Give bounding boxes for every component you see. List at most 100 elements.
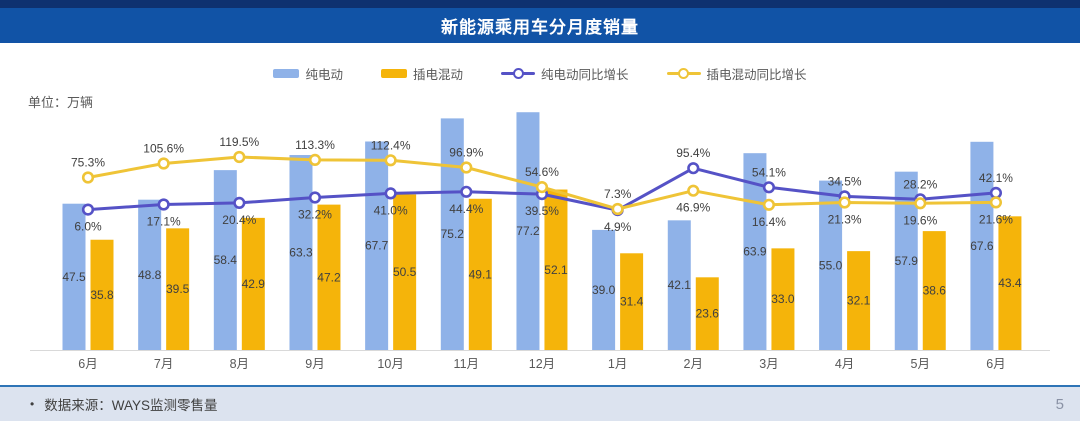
- phev-yoy-marker-icon: [233, 150, 246, 164]
- phev-bar-value-label: 38.6: [923, 284, 947, 298]
- phev-yoy-marker-icon: [308, 153, 322, 166]
- phev-yoy-marker-icon: [762, 198, 776, 211]
- phev-yoy-pct-label: 21.3%: [828, 213, 862, 227]
- phev-bar-value-label: 39.5: [166, 282, 190, 296]
- phev-yoy-labels: 75.3% 105.6% 119.5% 113.3% 112.4% 96.9% 54.6% 7…: [71, 135, 1013, 229]
- bev-bar-value-label: 55.0: [819, 258, 843, 272]
- bev-bar-value-label: 77.2: [516, 224, 540, 238]
- phev-bar-value-label: 33.0: [771, 292, 795, 306]
- bev-yoy-labels: 6.0% 17.1% 20.4% 32.2% 41.0% 44.4% 39.5% 4.9% 95…: [74, 146, 1013, 234]
- phev-bar-value-label: 32.1: [847, 294, 871, 308]
- bev-bars: 47.5 48.8 58.4 63.3 67.7 75.2 77.2 39.0 42.1 63.9…: [62, 112, 994, 350]
- bev-bar-value-label: 67.7: [365, 239, 389, 253]
- legend: 纯电动 插电混动 纯电动同比增长 插电混动同比增长: [0, 64, 1080, 82]
- phev-bar: [695, 277, 719, 350]
- phev-yoy-pct-label: 54.6%: [525, 165, 559, 179]
- bev-bar: [440, 118, 464, 350]
- legend-label: 纯电动同比增长: [541, 67, 629, 82]
- month-label: 9月: [305, 357, 324, 371]
- legend-bar-swatch-icon: [380, 68, 407, 78]
- phev-yoy-pct-label: 21.6%: [979, 212, 1013, 226]
- phev-bar: [241, 217, 265, 350]
- phev-bar-value-label: 42.9: [242, 277, 266, 291]
- phev-yoy-pct-label: 46.9%: [676, 201, 710, 215]
- bev-yoy-marker-icon: [989, 186, 1003, 199]
- footer: • 数据来源：WAYS监测零售量 5: [0, 385, 1080, 421]
- bev-yoy-pct-label: 39.5%: [525, 204, 559, 218]
- phev-yoy-marker-icon: [989, 196, 1003, 209]
- month-label: 6月: [986, 357, 1005, 371]
- bev-bar: [138, 199, 162, 350]
- title-banner: 新能源乘用车分月度销量: [0, 8, 1080, 43]
- bev-bar-value-label: 48.8: [138, 268, 162, 282]
- month-label: 2月: [684, 357, 703, 371]
- bev-bar: [516, 112, 540, 350]
- bev-yoy-pct-label: 28.2%: [903, 177, 937, 191]
- legend-item-4[interactable]: 插电混动同比增长: [666, 64, 807, 83]
- month-label: 1月: [608, 357, 627, 371]
- bev-bar-value-label: 58.4: [214, 253, 238, 267]
- phev-yoy-pct-label: 75.3%: [71, 156, 105, 170]
- bev-yoy-marker-icon: [762, 181, 776, 194]
- data-source-label: 数据来源：WAYS监测零售量: [44, 398, 218, 413]
- phev-bar: [620, 253, 644, 350]
- phev-yoy-marker-icon: [535, 181, 549, 194]
- bev-yoy-marker-icon: [308, 191, 322, 204]
- legend-item-3[interactable]: 纯电动同比增长: [501, 64, 629, 83]
- legend-item-2[interactable]: 插电混动: [380, 64, 463, 83]
- month-label: 10月: [377, 357, 403, 371]
- phev-bars: 35.8 39.5 42.9 47.2 50.5 49.1 52.1 31.4 23.6 33.0…: [90, 189, 1022, 350]
- bev-bar-value-label: 47.5: [62, 270, 86, 284]
- phev-bar-value-label: 43.4: [998, 276, 1022, 290]
- bev-yoy-pct-label: 95.4%: [676, 146, 710, 160]
- bev-bar-value-label: 67.6: [970, 239, 994, 253]
- phev-yoy-pct-label: 19.6%: [903, 213, 937, 227]
- phev-bar-value-label: 49.1: [469, 267, 493, 281]
- phev-yoy-pct-label: 119.5%: [219, 135, 259, 149]
- legend-label: 插电混动: [412, 67, 463, 82]
- phev-yoy-pct-label: 105.6%: [143, 142, 184, 156]
- phev-bar-value-label: 50.5: [393, 265, 417, 279]
- bev-yoy-pct-label: 4.9%: [604, 220, 632, 234]
- month-label: 7月: [154, 357, 173, 371]
- bev-bar-value-label: 63.3: [289, 246, 313, 260]
- phev-yoy-marker-icon: [611, 202, 624, 216]
- bev-bar-value-label: 42.1: [668, 278, 692, 292]
- phev-yoy-pct-label: 7.3%: [604, 187, 632, 201]
- phev-yoy-marker-icon: [838, 196, 851, 209]
- phev-bar-value-label: 23.6: [696, 307, 720, 321]
- bev-bar-value-label: 63.9: [743, 245, 767, 259]
- page-title: 新能源乘用车分月度销量: [441, 18, 639, 37]
- bev-yoy-pct-label: 44.4%: [449, 202, 483, 216]
- bev-yoy-marker-icon: [460, 185, 473, 198]
- bev-bar: [213, 170, 237, 350]
- phev-yoy-marker-icon: [384, 154, 397, 167]
- phev-yoy-marker-icon: [460, 161, 473, 174]
- bev-yoy-marker-icon: [157, 198, 170, 211]
- month-label: 3月: [759, 357, 778, 371]
- phev-bar: [393, 194, 417, 350]
- footer-bullet: •: [30, 397, 35, 411]
- legend-label: 插电混动同比增长: [706, 67, 807, 82]
- month-label: 6月: [78, 357, 97, 371]
- phev-bar: [166, 228, 190, 350]
- bev-bar: [894, 171, 918, 350]
- month-label: 8月: [230, 357, 249, 371]
- bev-bar-value-label: 75.2: [441, 227, 465, 241]
- legend-label: 纯电动: [305, 67, 343, 82]
- phev-yoy-pct-label: 96.9%: [449, 146, 483, 160]
- phev-bar: [90, 239, 114, 350]
- phev-yoy-marker-icon: [81, 171, 95, 184]
- bev-bar-value-label: 39.0: [592, 283, 616, 297]
- legend-bar-swatch-icon: [273, 68, 300, 78]
- bev-yoy-marker-icon: [81, 203, 95, 216]
- unit-label: 单位：万辆: [28, 95, 94, 110]
- phev-yoy-pct-label: 16.4%: [752, 215, 786, 229]
- phev-bar-value-label: 31.4: [620, 295, 644, 309]
- phev-bar-value-label: 52.1: [544, 263, 568, 277]
- bev-bar: [62, 203, 86, 350]
- phev-bar: [922, 231, 946, 350]
- phev-yoy-marker-icon: [914, 197, 927, 210]
- legend-item-1[interactable]: 纯电动: [273, 64, 343, 83]
- bev-yoy-marker-icon: [384, 187, 397, 200]
